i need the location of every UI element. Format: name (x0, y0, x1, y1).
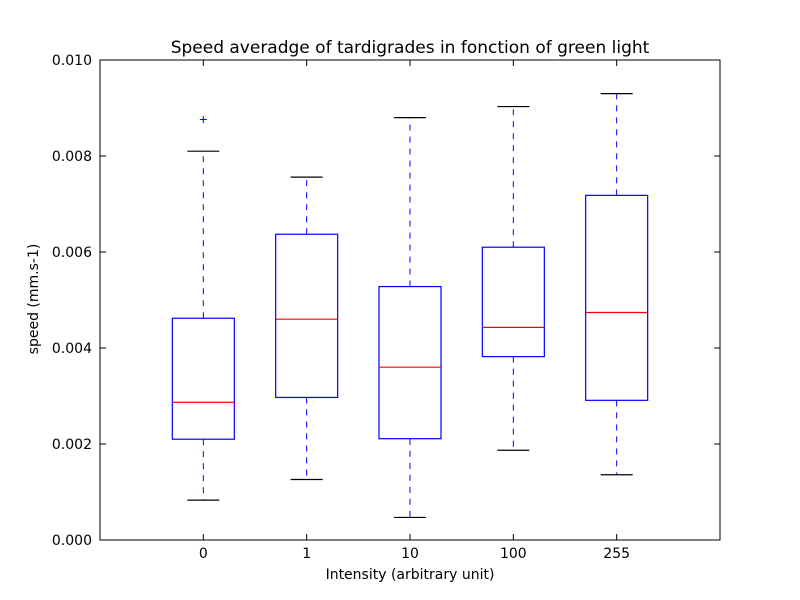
x-tick-label: 10 (401, 546, 419, 562)
x-tick-label: 1 (302, 546, 311, 562)
plot-area: 0.000 0.002 0.004 0.006 0.008 0.010 0 1 10 100 255 (52, 53, 721, 562)
box-iqr (585, 194, 649, 401)
x-tick-label: 255 (603, 546, 630, 562)
y-tick-label: 0.002 (52, 437, 92, 453)
box-iqr (481, 246, 545, 358)
y-axis-label: speed (mm.s-1) (26, 244, 42, 355)
box-iqr (378, 285, 442, 440)
box-iqr (171, 317, 235, 440)
x-tick-label: 0 (199, 546, 208, 562)
y-tick-label: 0.008 (52, 149, 92, 165)
y-tick-label: 0.006 (52, 245, 92, 261)
y-tick-label: 0.000 (52, 533, 92, 549)
chart-title: Speed averadge of tardigrades in fonctio… (171, 38, 650, 58)
y-tick-label: 0.004 (52, 341, 92, 357)
x-tick-label: 100 (500, 546, 527, 562)
y-tick-label: 0.010 (52, 53, 92, 69)
box-iqr (275, 233, 339, 399)
x-axis-label: Intensity (arbitrary unit) (326, 567, 495, 583)
